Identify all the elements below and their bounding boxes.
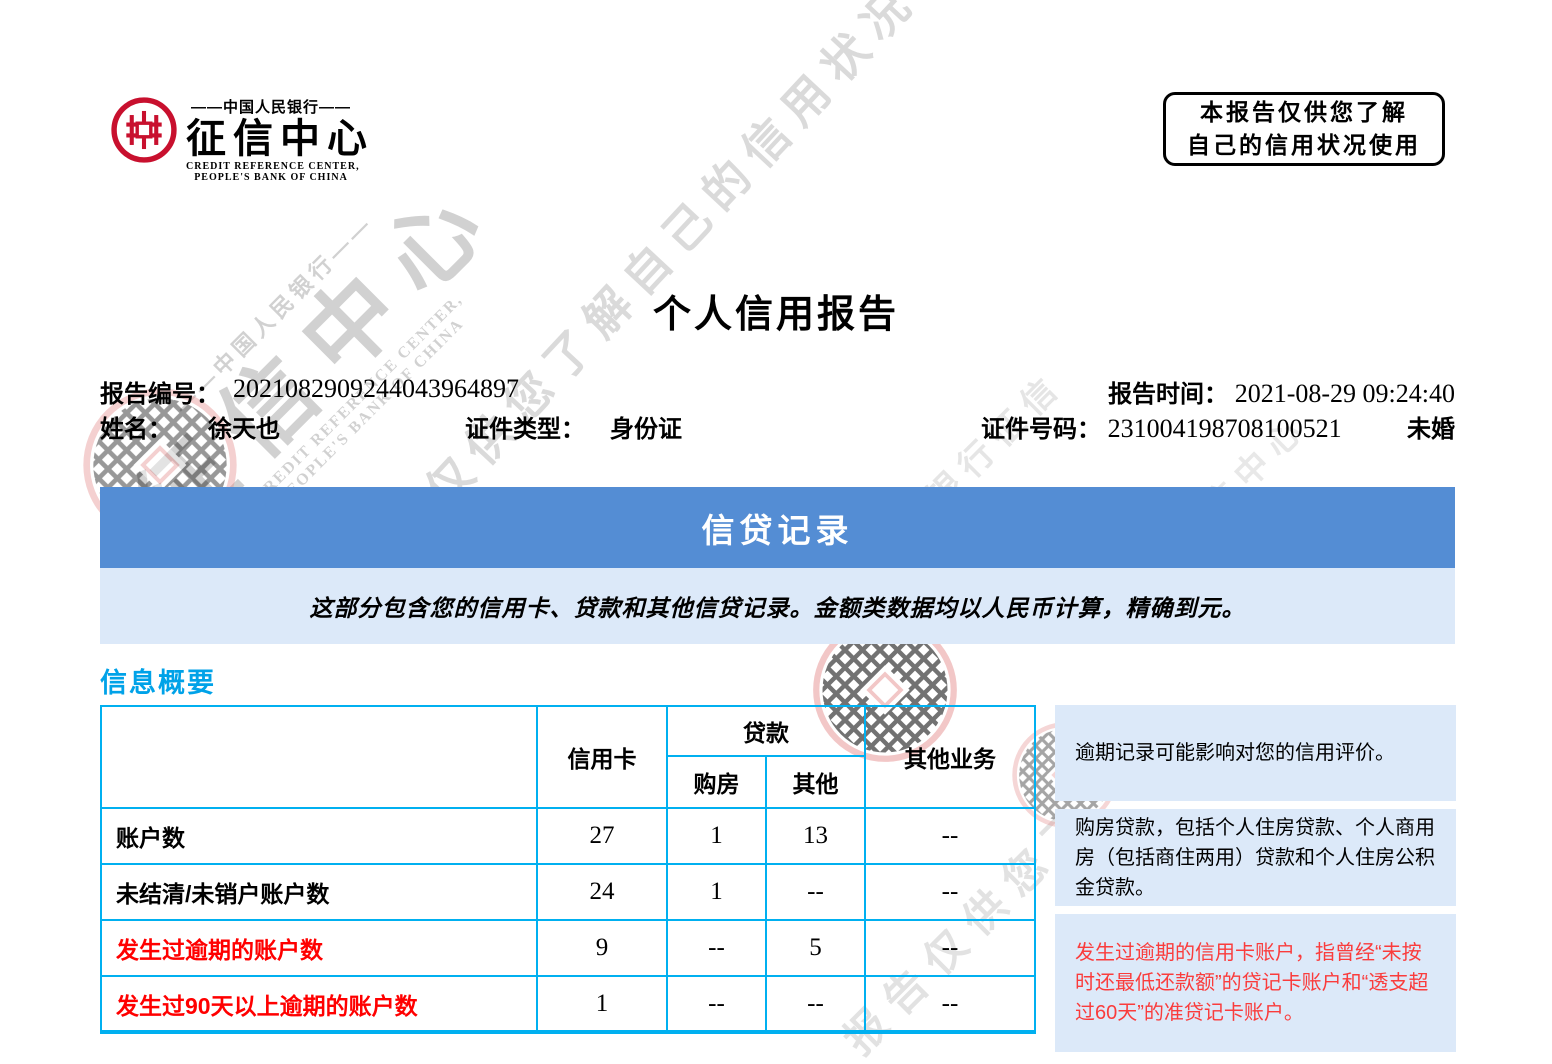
note-text: 逾期记录可能影响对您的信用评价。 [1075, 742, 1395, 764]
table-row-accounts: 账户数 27 1 13 -- [100, 807, 1036, 865]
id-no-label: 证件号码： [980, 416, 1101, 443]
cell-value: 9 [536, 919, 668, 977]
cell-value: 24 [536, 863, 668, 921]
table-row-overdue-90days: 发生过90天以上逾期的账户数 1 -- -- -- [100, 975, 1036, 1034]
page-title: 个人信用报告 [652, 294, 899, 336]
row-label: 未结清/未销户账户数 [100, 863, 538, 921]
cell-value: -- [765, 863, 866, 921]
table-header-row-2: 购房 其他 [101, 755, 1035, 809]
section-banner-title: 信贷记录 [701, 511, 854, 549]
usage-notice-line-2: 自己的信用状况使用 [1187, 132, 1421, 158]
report-info-line-1: 报告编号： 2021082909244043964897 报告时间： 2021-… [100, 374, 1455, 408]
header-loan-other: 其他 [765, 755, 866, 809]
header-empty-cell [100, 705, 538, 809]
report-time-label: 报告时间： [1108, 381, 1229, 408]
crc-logo-text: ——中国人民银行—— 征信中心 CREDIT REFERENCE CENTER,… [186, 96, 374, 183]
note-house-loan-definition: 购房贷款，包括个人住房贷款、个人商用房（包括商住两用）贷款和个人住房公积金贷款。 [1055, 809, 1456, 906]
crc-logo: ——中国人民银行—— 征信中心 CREDIT REFERENCE CENTER,… [110, 96, 374, 183]
note-text: 购房贷款，包括个人住房贷款、个人商用房（包括商住两用）贷款和个人住房公积金贷款。 [1075, 816, 1435, 899]
section-subtitle-band: 这部分包含您的信用卡、贷款和其他信贷记录。金额类数据均以人民币计算，精确到元。 [100, 568, 1455, 644]
table-row-overdue-accounts: 发生过逾期的账户数 9 -- 5 -- [100, 919, 1036, 977]
summary-table: 信用卡 贷款 其他业务 购房 其他 账户数 27 1 13 -- 未结清/未销户… [100, 705, 1036, 1034]
cell-value: -- [765, 975, 866, 1034]
crc-english-2: PEOPLE'S BANK OF CHINA [194, 172, 348, 183]
cell-value: 1 [536, 975, 668, 1034]
header-credit-card: 信用卡 [536, 705, 668, 809]
cell-value: 1 [666, 863, 767, 921]
row-label: 账户数 [100, 807, 538, 865]
cell-value: 27 [536, 807, 668, 865]
report-time-group: 报告时间： 2021-08-29 09:24:40 [1108, 374, 1455, 409]
cell-value: -- [666, 975, 767, 1034]
usage-notice-box: 本报告仅供您了解 自己的信用状况使用 [1163, 92, 1445, 166]
cell-value: 13 [765, 807, 866, 865]
row-label: 发生过逾期的账户数 [100, 919, 538, 977]
section-subtitle-text: 这部分包含您的信用卡、贷款和其他信贷记录。金额类数据均以人民币计算，精确到元。 [309, 595, 1246, 621]
report-time-value: 2021-08-29 09:24:40 [1234, 379, 1455, 408]
name-label: 姓名： [100, 416, 172, 443]
section-banner-credit-records: 信贷记录 [100, 487, 1455, 568]
summary-heading: 信息概要 [100, 668, 216, 698]
id-no-group: 证件号码： 231004198708100521 未婚 [981, 409, 1455, 444]
header-loan: 贷款 [666, 705, 866, 757]
report-no-label: 报告编号： [100, 381, 220, 408]
header-other-business: 其他业务 [864, 705, 1036, 809]
id-type-value: 身份证 [610, 416, 682, 443]
report-no-value: 2021082909244043964897 [233, 374, 519, 403]
table-header-row-1: 信用卡 贷款 其他业务 [100, 705, 1036, 809]
usage-notice-line-1: 本报告仅供您了解 [1200, 99, 1408, 125]
cell-value: -- [864, 807, 1036, 865]
cell-value: -- [864, 975, 1036, 1034]
id-type-label: 证件类型： [465, 416, 585, 443]
header-loan-house: 购房 [666, 755, 767, 809]
cell-value: -- [666, 919, 767, 977]
table-row-open-accounts: 未结清/未销户账户数 24 1 -- -- [100, 863, 1036, 921]
report-info-line-2: 姓名： 徐天也 证件类型： 身份证 证件号码： 2310041987081005… [100, 409, 1455, 443]
note-overdue-impact: 逾期记录可能影响对您的信用评价。 [1055, 705, 1456, 801]
note-text: 发生过逾期的信用卡账户，指曾经“未按时还最低还款额”的贷记卡账户和“透支超过60… [1075, 942, 1429, 1024]
id-no-value: 231004198708100521 [1107, 414, 1342, 443]
crc-bank-line: ——中国人民银行—— [190, 99, 351, 116]
cell-value: -- [864, 919, 1036, 977]
marital-status: 未婚 [1407, 416, 1455, 443]
cell-value: -- [864, 863, 1036, 921]
name-value: 徐天也 [208, 416, 280, 443]
crc-english-1: CREDIT REFERENCE CENTER, [186, 161, 360, 172]
row-label: 发生过90天以上逾期的账户数 [100, 975, 538, 1034]
crc-center-name: 征信中心 [186, 117, 374, 161]
cell-value: 1 [666, 807, 767, 865]
note-overdue-card-definition: 发生过逾期的信用卡账户，指曾经“未按时还最低还款额”的贷记卡账户和“透支超过60… [1055, 914, 1456, 1052]
crc-seal-icon [111, 97, 177, 163]
cell-value: 5 [765, 919, 866, 977]
